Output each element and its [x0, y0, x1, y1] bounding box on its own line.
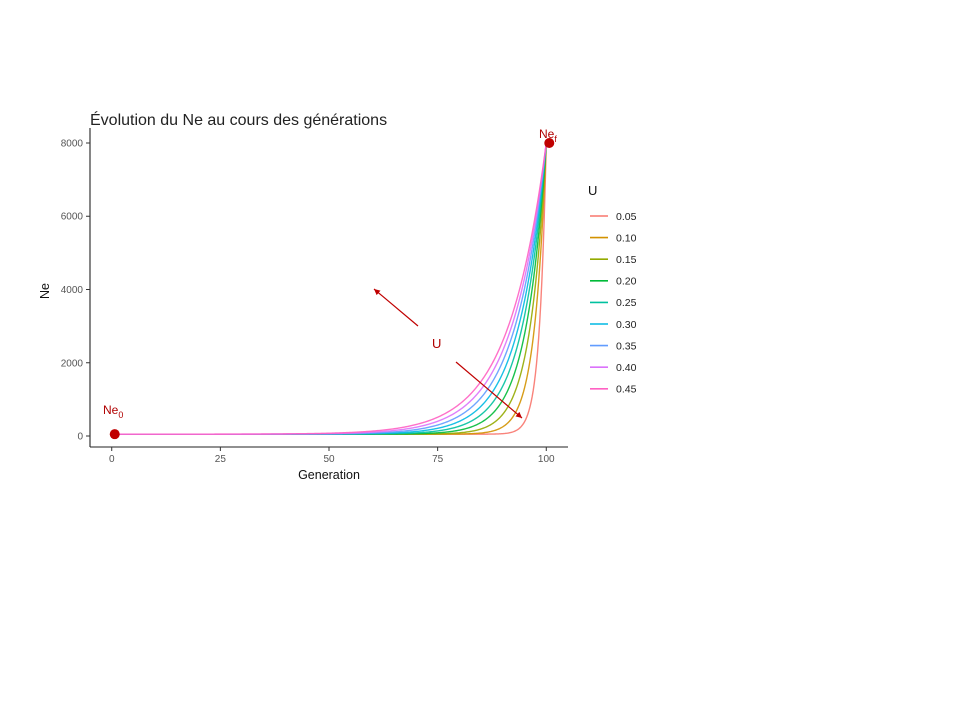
y-tick-label: 8000	[61, 138, 84, 149]
annotation-layer: Ne0 Nef U	[103, 127, 557, 440]
ne0-label: Ne0	[103, 403, 123, 420]
x-tick-label: 0	[109, 454, 115, 465]
legend-label-0.35: 0.35	[616, 340, 637, 352]
u-arrow-up	[373, 288, 419, 327]
series-line-0.35	[111, 142, 547, 435]
chart-title: Évolution du Ne au cours des générations	[90, 110, 387, 129]
x-axis-label: Generation	[298, 468, 360, 482]
u-arrow-down	[455, 361, 523, 419]
y-tick-label: 6000	[61, 212, 84, 223]
y-axis-label: Ne	[38, 283, 52, 299]
axes: 0 25 50 75 100 0 2000 4000 6000 8000	[61, 128, 568, 465]
series-line-0.20	[111, 142, 547, 435]
x-tick-label: 25	[215, 454, 227, 465]
x-tick-label: 50	[323, 454, 335, 465]
legend-label-0.05: 0.05	[616, 211, 637, 223]
legend-label-0.45: 0.45	[616, 384, 637, 396]
ne0-point	[109, 429, 120, 440]
series-line-0.25	[111, 142, 547, 435]
series-line-0.05	[111, 142, 547, 435]
y-tick-label: 0	[77, 432, 83, 443]
y-tick-label: 4000	[61, 285, 84, 296]
legend-label-0.15: 0.15	[616, 254, 637, 266]
nef-point	[544, 137, 555, 148]
x-tick-label: 75	[432, 454, 444, 465]
legend-label-0.30: 0.30	[616, 319, 637, 331]
series-line-0.10	[111, 142, 547, 435]
series-line-0.15	[111, 142, 547, 435]
legend: U 0.05 0.10 0.15 0.20 0.25 0.30 0.35 0.40 0.45	[588, 183, 637, 396]
legend-label-0.40: 0.40	[616, 362, 637, 374]
legend-title: U	[588, 183, 597, 198]
legend-label-0.25: 0.25	[616, 297, 637, 309]
series-line-0.30	[111, 142, 547, 435]
legend-label-0.10: 0.10	[616, 232, 637, 244]
x-tick-label: 100	[538, 454, 555, 465]
series-line-0.40	[111, 142, 547, 435]
series-line-0.45	[111, 142, 547, 435]
series-layer	[111, 142, 547, 435]
u-annotation-label: U	[432, 336, 441, 351]
nef-label: Nef	[539, 127, 557, 144]
legend-label-0.20: 0.20	[616, 276, 637, 288]
y-tick-label: 2000	[61, 358, 84, 369]
